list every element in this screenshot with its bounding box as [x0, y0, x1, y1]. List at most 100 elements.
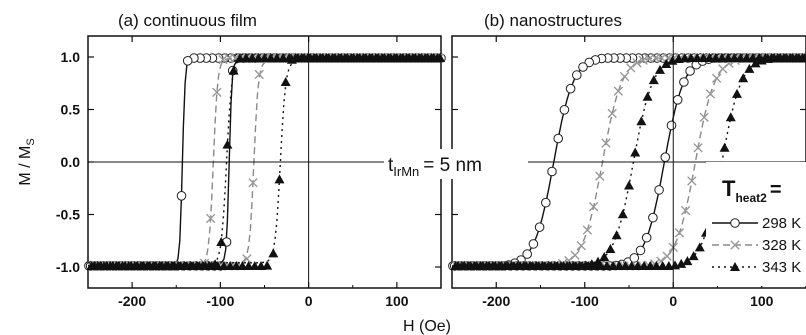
data-point-298K	[685, 66, 695, 76]
panel-b-plot	[448, 53, 806, 271]
data-point-328K	[662, 251, 672, 261]
data-point-328K	[638, 55, 648, 65]
data-point-298K	[528, 239, 539, 249]
legend-T-sub: heat2	[735, 191, 767, 205]
svg-text:M / MS: M / MS	[17, 138, 37, 185]
annotation-value: = 5 nm	[423, 155, 482, 176]
data-point-328K	[613, 86, 624, 96]
legend-T: T	[722, 176, 736, 201]
data-point-298K	[553, 133, 564, 144]
x-tick-label-a: -100	[206, 293, 234, 309]
x-tick-label-b: 100	[750, 293, 774, 309]
data-point-328K	[582, 225, 593, 235]
data-point-328K	[687, 176, 697, 186]
x-tick-label-b: -200	[482, 293, 510, 309]
y-axis-label-main: M / M	[17, 146, 34, 186]
data-point-298K	[635, 245, 646, 256]
data-point-328K	[212, 87, 222, 97]
data-point-343K	[642, 91, 653, 101]
y-axis-label-sub: S	[25, 138, 37, 145]
data-point-343K	[274, 174, 285, 184]
data-point-328K	[699, 112, 709, 123]
data-point-343K	[636, 116, 647, 126]
data-point-298K	[541, 197, 551, 208]
data-point-328K	[218, 54, 228, 65]
legend-label-298K: 298 K	[762, 215, 801, 232]
data-point-328K	[632, 58, 642, 68]
data-point-298K	[522, 249, 533, 259]
data-point-298K	[572, 70, 582, 80]
data-point-298K	[641, 232, 652, 243]
x-tick-label-a: 0	[305, 293, 313, 309]
data-point-343K	[216, 236, 227, 246]
data-point-343K	[688, 251, 699, 261]
x-tick-label-b: 0	[669, 293, 677, 309]
legend-background	[706, 162, 806, 286]
data-point-343K	[667, 55, 678, 65]
data-point-343K	[676, 258, 687, 268]
data-point-298K	[672, 95, 683, 105]
data-point-343K	[725, 112, 736, 122]
data-point-328K	[248, 178, 258, 188]
annotation-t: t	[388, 155, 394, 176]
data-point-298K	[176, 191, 187, 201]
legend-T-eq: =	[770, 179, 782, 201]
panel-a-plot	[84, 53, 446, 271]
data-point-298K	[629, 253, 640, 263]
data-point-328K	[601, 138, 611, 148]
data-point-343K	[661, 59, 672, 69]
data-point-328K	[576, 241, 586, 251]
legend-marker-298K	[730, 218, 740, 228]
data-point-343K	[648, 75, 659, 85]
data-point-298K	[565, 83, 576, 94]
legend-label-328K: 328 K	[762, 237, 801, 254]
data-point-298K	[547, 166, 557, 177]
panel-a-axes: -200 -100 0 100 1.0 0.5 0.0 -0.5 -1.0	[56, 36, 442, 309]
data-point-328K	[680, 205, 691, 216]
panel-b-title: (b) nanostructures	[484, 11, 622, 30]
data-point-343K	[673, 54, 684, 64]
data-point-343K	[599, 252, 610, 262]
y-tick-label: 0.0	[61, 154, 81, 170]
panel-b-axes: -200 -100 0 100	[451, 36, 806, 309]
panel-a-title: (a) continuous film	[118, 11, 257, 30]
annotation-t-sub: IrMn	[393, 164, 419, 179]
x-tick-label-a: -200	[118, 293, 146, 309]
data-point-343K	[611, 230, 622, 240]
data-point-343K	[262, 260, 273, 270]
data-point-343K	[240, 53, 251, 63]
data-point-343K	[750, 58, 761, 68]
x-tick-label-a: 100	[385, 293, 409, 309]
data-point-328K	[588, 201, 599, 212]
data-point-298K	[648, 212, 658, 223]
data-point-328K	[705, 89, 716, 99]
data-point-343K	[694, 242, 705, 252]
data-point-298K	[654, 185, 664, 195]
x-axis-label: H (Oe)	[403, 318, 451, 335]
data-point-328K	[242, 254, 252, 264]
data-point-343K	[617, 209, 628, 219]
legend-marker-343K	[730, 262, 740, 271]
annotation-background	[384, 149, 528, 179]
y-tick-label: 1.0	[61, 49, 81, 65]
data-point-298K	[660, 152, 671, 162]
data-point-343K	[268, 248, 279, 258]
y-axis-label: M / MS	[17, 138, 37, 185]
data-point-328K	[607, 108, 617, 119]
data-point-298K	[534, 222, 545, 232]
legend-title: Theat2 =	[722, 176, 782, 205]
legend-entries: 298 K 328 K 343 K	[712, 215, 801, 276]
data-point-343K	[654, 64, 665, 74]
data-point-343K	[682, 256, 693, 266]
y-tick-label: -1.0	[56, 259, 80, 275]
legend: Theat2 = 298 K 328 K 343 K	[706, 162, 806, 286]
data-point-343K	[228, 65, 239, 75]
x-tick-label-b: -100	[571, 293, 599, 309]
legend-label-343K: 343 K	[762, 259, 801, 276]
data-point-343K	[679, 53, 690, 63]
data-point-343K	[222, 139, 233, 149]
data-point-328K	[674, 228, 685, 238]
data-point-328K	[626, 63, 636, 73]
data-point-298K	[182, 56, 193, 66]
